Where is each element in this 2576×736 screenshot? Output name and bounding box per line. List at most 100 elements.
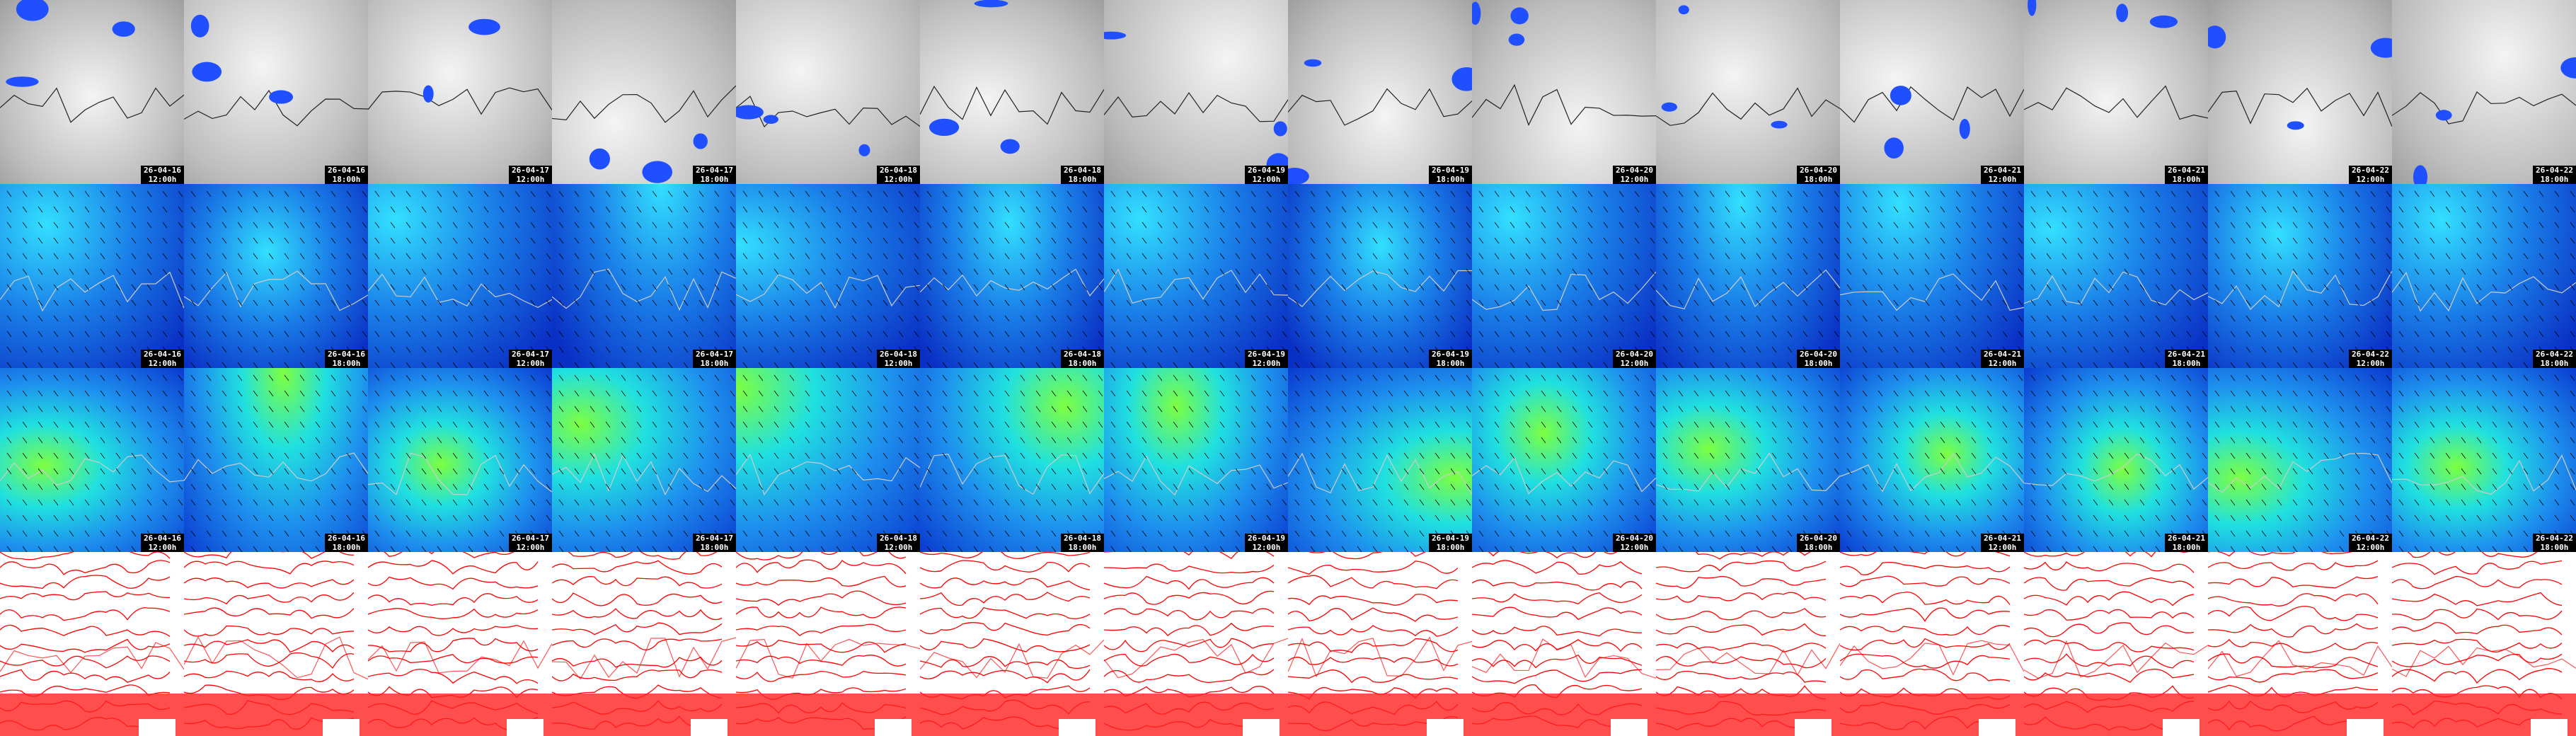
wind-arrow xyxy=(421,530,427,537)
wind-arrow xyxy=(683,330,689,338)
wind-arrow xyxy=(131,374,137,381)
wind-arrow xyxy=(2077,514,2083,522)
wind-arrow xyxy=(38,362,43,368)
wind-arrow xyxy=(2445,206,2451,213)
wind-arrow xyxy=(558,206,564,213)
wind-arrow xyxy=(2323,546,2329,552)
wind-arrow xyxy=(146,253,152,260)
wind-arrow xyxy=(2461,268,2466,275)
wind-arrow xyxy=(1846,190,1852,197)
wind-arrow xyxy=(1940,315,1945,322)
wind-arrow xyxy=(2554,206,2560,213)
wind-arrow xyxy=(836,330,841,338)
wind-arrow xyxy=(483,253,489,260)
wind-arrow xyxy=(162,390,168,397)
wind-arrow xyxy=(2030,421,2036,428)
wind-arrow xyxy=(1419,253,1425,260)
precip-blob xyxy=(2208,25,2226,49)
wind-arrow xyxy=(1219,237,1225,244)
wind-arrow xyxy=(2277,483,2282,490)
wind-arrow xyxy=(69,546,74,552)
wind-arrow xyxy=(605,390,611,397)
wind-arrow xyxy=(1310,299,1316,306)
wind-arrow xyxy=(2186,206,2192,213)
wind-arrow xyxy=(1020,253,1025,260)
wind-arrow xyxy=(530,437,536,444)
wind-arrow xyxy=(2292,299,2298,306)
wind-arrow xyxy=(2476,499,2482,506)
wind-arrow xyxy=(2370,206,2376,213)
wind-arrow xyxy=(1955,284,1961,291)
wind-arrow xyxy=(774,346,779,353)
wind-arrow xyxy=(1326,222,1331,229)
wind-arrow xyxy=(2202,406,2207,413)
wind-arrow xyxy=(2170,421,2176,428)
wind-arrow xyxy=(514,299,520,306)
wind-arrow xyxy=(914,468,919,475)
wind-arrow xyxy=(2030,284,2036,291)
wind-arrow xyxy=(742,284,748,291)
wind-arrow xyxy=(574,374,580,381)
wind-arrow xyxy=(1173,468,1178,475)
wind-arrow xyxy=(1235,468,1241,475)
wind-arrow xyxy=(973,330,979,338)
wind-arrow xyxy=(421,514,427,522)
wind-arrow xyxy=(1787,546,1793,552)
wind-arrow xyxy=(1893,421,1899,428)
wind-arrow xyxy=(1572,530,1577,537)
wind-arrow xyxy=(2230,284,2236,291)
wind-arrow xyxy=(268,315,274,322)
wind-arrow xyxy=(483,468,489,475)
wind-arrow xyxy=(499,362,505,368)
wind-arrow xyxy=(1924,346,1930,353)
wind-arrow xyxy=(2323,452,2329,459)
wind-arrow xyxy=(2414,390,2420,397)
wind-arrow xyxy=(698,468,704,475)
wind-arrow xyxy=(1434,330,1440,338)
wind-arrow xyxy=(820,330,826,338)
wind-arrow xyxy=(115,253,121,260)
wind-arrow xyxy=(1035,483,1041,490)
wind-arrow xyxy=(914,299,919,306)
wind-arrow xyxy=(2214,190,2220,197)
wind-arrow xyxy=(362,330,367,338)
wind-arrow xyxy=(406,390,411,397)
wind-arrow xyxy=(468,499,473,506)
wind-arrow xyxy=(2461,514,2466,522)
wind-arrow xyxy=(1740,374,1746,381)
wind-arrow xyxy=(942,530,948,537)
wind-arrow xyxy=(926,499,932,506)
wind-arrow xyxy=(942,390,948,397)
wind-arrow xyxy=(178,268,183,275)
wind-arrow xyxy=(437,362,442,368)
wind-arrow xyxy=(973,222,979,229)
wind-arrow xyxy=(1235,390,1241,397)
map-tile: 26-04-21 18:00h xyxy=(2024,368,2208,552)
wind-arrow xyxy=(1525,253,1531,260)
wind-arrow xyxy=(2077,330,2083,338)
wind-arrow xyxy=(958,514,963,522)
wind-arrow xyxy=(1235,499,1241,506)
wind-arrow xyxy=(2492,437,2497,444)
wind-arrow xyxy=(1098,284,1103,291)
frame-date: 26-04-22 xyxy=(2536,166,2573,175)
wind-arrow xyxy=(758,499,764,506)
isobar xyxy=(1104,638,1275,652)
wind-arrow xyxy=(1419,190,1425,197)
wind-arrow xyxy=(590,530,595,537)
wind-arrow xyxy=(2230,315,2236,322)
wind-arrow xyxy=(22,299,28,306)
wind-arrow xyxy=(1834,452,1839,459)
wind-arrow xyxy=(714,483,720,490)
wind-arrow xyxy=(1802,315,1808,322)
wind-arrow xyxy=(1650,483,1655,490)
wind-arrow xyxy=(914,190,919,197)
wind-arrow xyxy=(390,190,396,197)
wind-arrow xyxy=(2414,330,2420,338)
wind-arrow xyxy=(100,499,105,506)
wind-arrow xyxy=(636,206,642,213)
wind-arrow xyxy=(667,468,673,475)
wind-arrow xyxy=(1341,299,1347,306)
wind-arrow xyxy=(574,468,580,475)
wind-arrow xyxy=(774,546,779,552)
